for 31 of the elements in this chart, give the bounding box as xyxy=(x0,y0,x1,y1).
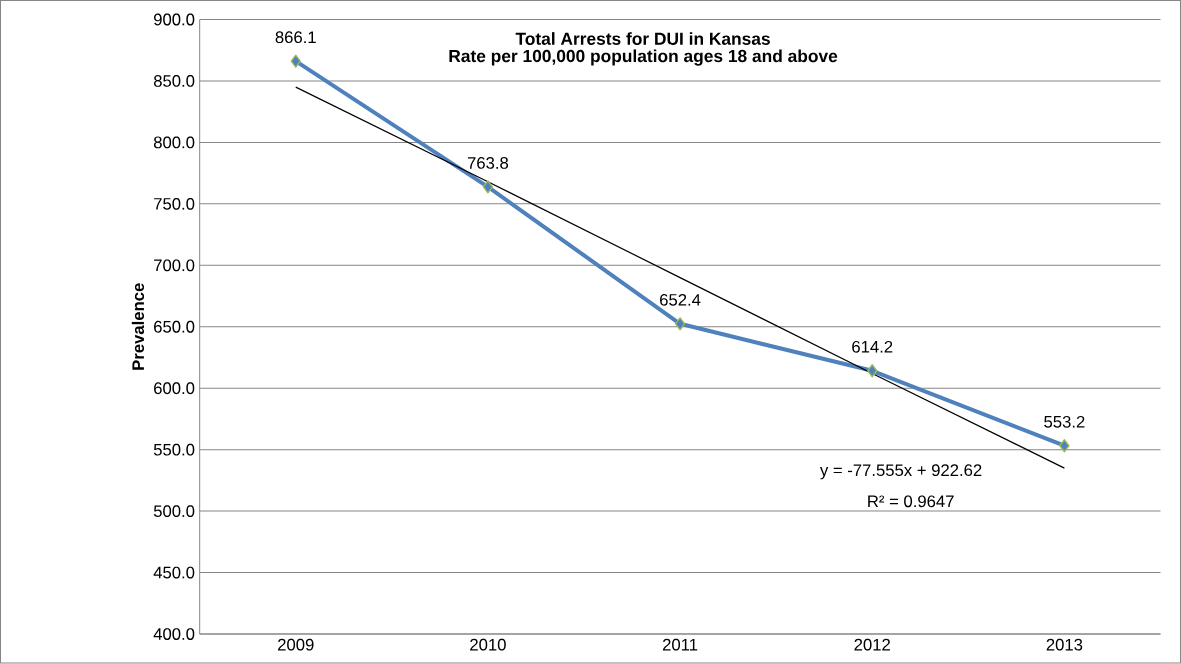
data-label: 614.2 xyxy=(852,341,893,353)
x-tick-label: 2012 xyxy=(854,638,890,651)
data-label: 652.4 xyxy=(660,294,701,306)
x-tick-label: 2009 xyxy=(278,638,314,651)
y-tick-label: 900.0 xyxy=(154,13,195,26)
point xyxy=(482,180,494,194)
y-tick-label: 700.0 xyxy=(154,259,195,272)
data-label: 866.1 xyxy=(275,31,316,44)
point xyxy=(290,54,301,69)
point xyxy=(674,317,686,331)
y-tick-label: 750.0 xyxy=(154,198,195,210)
data-label: 763.8 xyxy=(467,157,509,170)
text: Total Arrests for DUI in Kansas xyxy=(515,32,770,46)
y-axis-title: Prevalence xyxy=(131,283,145,370)
y-tick-label: 850.0 xyxy=(153,75,195,88)
y-tick-label: 450.0 xyxy=(153,566,195,579)
y-tick-label: 400.0 xyxy=(153,628,195,641)
y-tick-label: 650.0 xyxy=(154,321,195,333)
point xyxy=(867,364,878,378)
y-tick-label: 500.0 xyxy=(153,505,195,518)
x-tick-label: 2010 xyxy=(470,638,506,651)
annotation: y = -77.555x + 922.62 xyxy=(819,464,982,480)
y-tick-label: 800.0 xyxy=(153,136,195,149)
x-tick-label: 2011 xyxy=(662,638,698,651)
data-label: 553.2 xyxy=(1044,416,1085,428)
x-tick-label: 2013 xyxy=(1046,638,1083,651)
point xyxy=(1059,439,1070,453)
y-tick-label: 600.0 xyxy=(154,382,195,395)
y-tick-label: 550.0 xyxy=(153,443,195,456)
annotation: R² = 0.9647 xyxy=(868,495,954,508)
text: Rate per 100,000 population ages 18 and above xyxy=(449,49,838,66)
